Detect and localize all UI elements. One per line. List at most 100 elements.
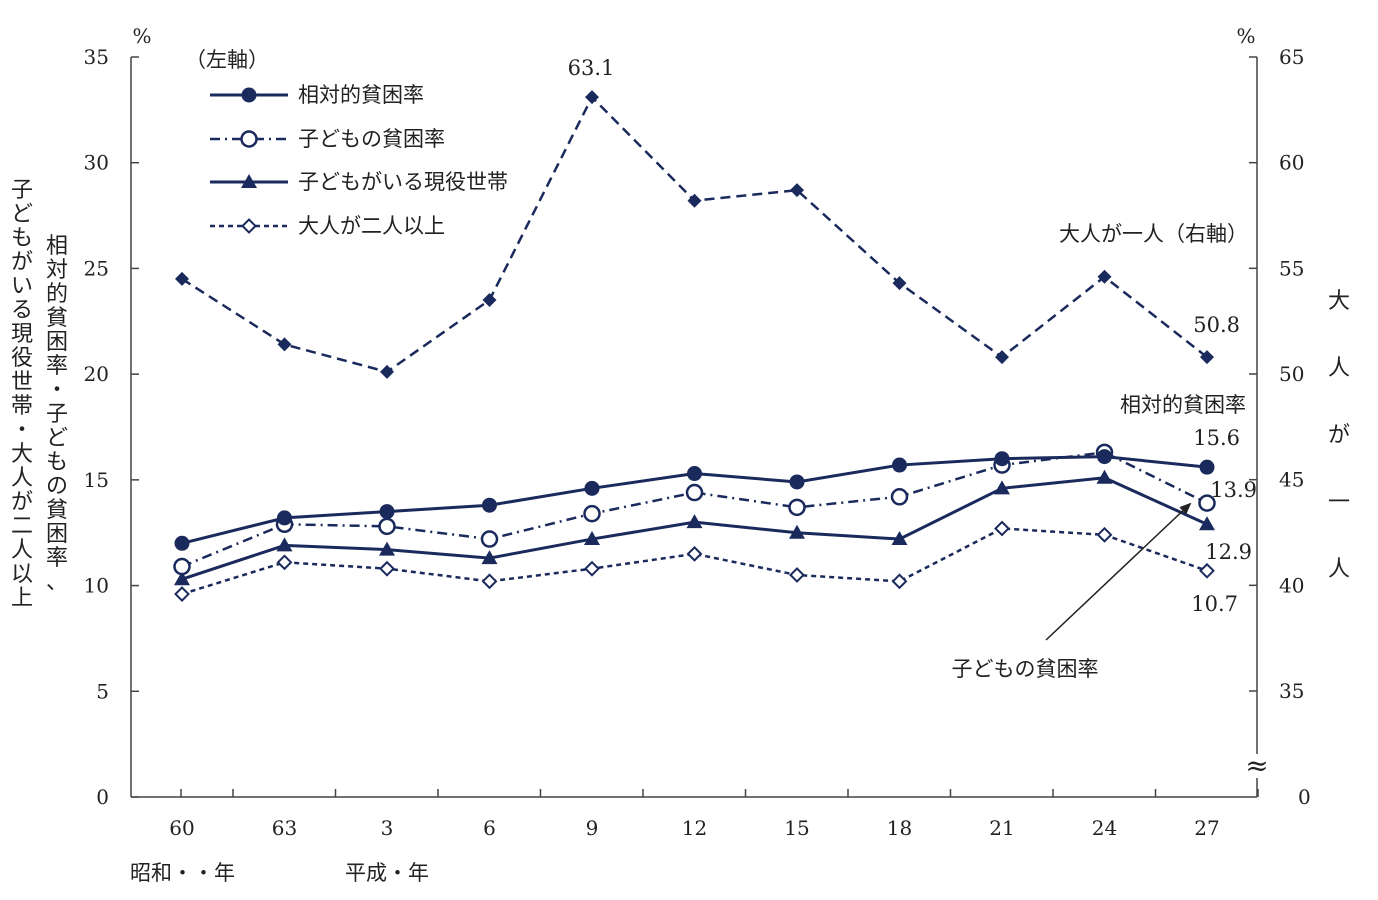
series-相対的貧困率 (174, 449, 1215, 551)
series-line (181, 527, 1208, 596)
data-point (480, 530, 499, 548)
left-axis-title-char: 困 (46, 522, 68, 547)
right-tick-label: 50 (1279, 362, 1304, 386)
data-point (994, 520, 1010, 537)
data-point (1096, 469, 1113, 484)
data-point (789, 474, 805, 490)
data-point (584, 531, 600, 546)
data-point (241, 218, 257, 234)
data-point (174, 571, 190, 586)
data-point (175, 271, 189, 286)
annotations: 63.1 大人が一人（右軸） 50.8 相対的貧困率 15.6 13.9 12.9 10.7 子… (568, 56, 1257, 681)
relative-rate-label: 相対的貧困率 (1120, 393, 1246, 417)
left-axis-title-char: 大 (11, 442, 33, 467)
x-tick-label: 24 (1092, 816, 1117, 840)
data-point (1096, 526, 1113, 543)
left-axis-title-char: も (11, 226, 33, 251)
right-axis-title-char: 人 (1328, 557, 1350, 582)
left-axis-title-char: も (46, 450, 68, 475)
left-axis-title-char: 困 (46, 330, 68, 355)
axis-break-mark: ≈ (1245, 749, 1268, 782)
left-tick-label: 30 (84, 151, 109, 175)
data-point (1199, 516, 1215, 531)
legend-label: 子どもの貧困率 (298, 127, 445, 151)
data-point (1200, 350, 1214, 365)
left-axis-title-char: 相 (46, 234, 68, 259)
data-point (277, 337, 292, 352)
right-axis-title: 大人が一人 (1328, 289, 1350, 582)
data-point (481, 573, 498, 590)
data-point (789, 524, 805, 539)
left-tick-label: 25 (84, 256, 109, 280)
left-axis-title-char: 人 (11, 538, 33, 563)
x-tick-label: 3 (381, 816, 394, 840)
data-point (583, 504, 601, 523)
right-tick-label: 45 (1279, 468, 1304, 492)
x-tick-label: 18 (887, 816, 912, 840)
x-tick-label: 27 (1194, 816, 1219, 840)
child-pointer-arrow (1045, 502, 1192, 641)
left-axis-title-char: 現 (11, 322, 33, 347)
data-point (584, 560, 600, 577)
left-axis-title-col1: 相対的貧困率・子どもの貧困率、 (46, 234, 68, 595)
data-point (686, 514, 703, 529)
left-tick-label: 0 (96, 785, 109, 809)
left-axis-title-char: 以 (11, 562, 33, 587)
single-adult-end-label: 50.8 (1193, 313, 1240, 337)
left-axis-title-char: ど (46, 426, 68, 451)
axes (130, 56, 1259, 798)
left-tick-label: 15 (84, 468, 109, 492)
legend-item: 大人が二人以上 (210, 214, 445, 238)
data-point (1198, 494, 1216, 512)
data-point (379, 541, 395, 556)
data-point (1199, 562, 1215, 579)
data-point (891, 531, 908, 546)
data-point (379, 560, 395, 577)
era-label-showa: 昭和・・年 (130, 861, 235, 885)
left-tick-label: 20 (84, 362, 109, 386)
data-point (174, 586, 190, 602)
data-point (174, 535, 190, 551)
legend-item: 子どもがいる現役世帯 (210, 170, 508, 194)
left-axis-title-char: 貧 (46, 498, 68, 523)
relative-end-label: 15.6 (1193, 426, 1240, 450)
left-axis-title-char: の (46, 474, 68, 499)
data-point (1097, 449, 1112, 465)
data-point (994, 480, 1010, 495)
data-point (789, 567, 805, 583)
right-axis-unit: % (1236, 24, 1255, 48)
right-axis-title-char: 人 (1328, 356, 1350, 381)
child-pointer-label: 子どもの貧困率 (952, 657, 1099, 681)
legend-label: 大人が二人以上 (298, 214, 445, 238)
legend-item: 子どもの貧困率 (210, 127, 445, 151)
left-axis-title-char: 世 (11, 370, 33, 395)
left-axis-title-char: 二 (11, 514, 33, 539)
x-tick-label: 15 (784, 816, 809, 840)
left-axis-title-char: 的 (46, 282, 68, 307)
data-point (380, 364, 394, 379)
era-label-heisei: 平成・年 (345, 861, 429, 885)
x-tick-label: 63 (272, 816, 297, 840)
data-point (240, 130, 258, 148)
series-子どもがいる現役世帯 (174, 469, 1215, 586)
child-end-label: 13.9 (1210, 478, 1257, 502)
data-point (890, 488, 909, 506)
left-axis-title-char: 上 (11, 586, 33, 611)
data-point (584, 480, 600, 496)
x-tick-label: 12 (682, 816, 707, 840)
data-point (687, 193, 702, 208)
left-axis-unit: % (132, 24, 151, 48)
left-axis-title-char: 、 (46, 570, 68, 595)
left-axis-title-col2: 子どもがいる現役世帯・大人が二人以上 (11, 178, 33, 611)
data-point (1097, 269, 1112, 284)
data-point (277, 510, 292, 526)
left-axis-title-char: る (11, 298, 33, 323)
data-point (378, 517, 396, 536)
right-tick-label: 40 (1279, 573, 1304, 597)
right-tick-label: 55 (1279, 256, 1304, 280)
left-axis-title-char: ・ (11, 418, 33, 443)
left-axis-title-char: 人 (11, 466, 33, 491)
data-point (686, 545, 703, 562)
right-tick-label: 60 (1279, 151, 1304, 175)
